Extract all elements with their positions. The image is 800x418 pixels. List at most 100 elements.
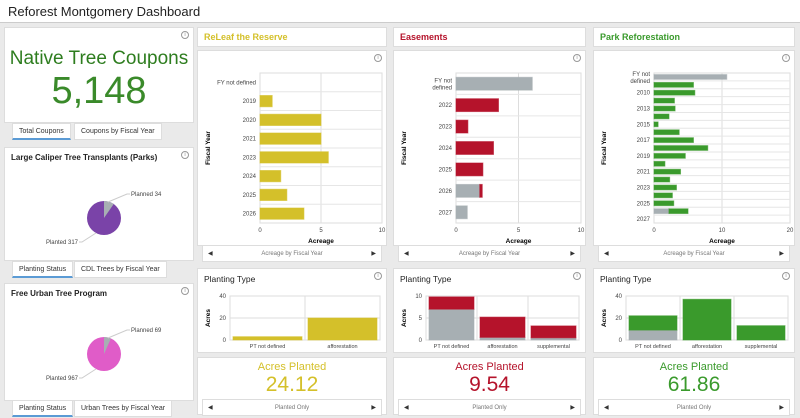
y-tick-label: 40 [219,294,226,300]
bar [307,317,378,341]
next-arrow-icon[interactable]: ▶ [570,251,575,257]
acres-nav-label: Planted Only [676,405,712,411]
park-fiscal-year-panel: i 0 10 20 FY not defined 2010 2013 2015 2017 2019 2… [593,50,795,246]
releaf-fiscal-year-panel: i 0 5 10 FY not defined 2019 2020 2021 2023 2024 2… [197,50,387,246]
x-axis-title: Acreage [506,238,532,245]
prev-arrow-icon[interactable]: ◀ [404,251,409,257]
next-arrow-icon[interactable]: ▶ [371,251,376,257]
easements-chart-nav: ◀ Acreage by Fiscal Year ▶ [398,245,581,262]
acres-value: 24.12 [265,373,319,396]
bar [530,325,577,339]
tick-line: FY not [434,79,452,85]
y-tick-label: 2020 [243,118,257,124]
tab-cdl-trees-by-fiscal-year[interactable]: CDL Trees by Fiscal Year [74,261,167,278]
dashboard-title: Reforest Montgomery Dashboard [0,0,800,23]
y-tick-label: 2023 [243,155,257,161]
tab-planting-status[interactable]: Planting Status [12,400,74,417]
prev-arrow-icon[interactable]: ◀ [604,251,609,257]
bar [653,160,666,167]
tab-urban-trees-by-fiscal-year[interactable]: Urban Trees by Fiscal Year [74,400,173,417]
bar [259,113,322,126]
bar [653,129,680,136]
next-arrow-icon[interactable]: ▶ [371,405,376,411]
y-tick-label: 2022 [439,103,453,109]
info-icon[interactable]: i [374,54,382,62]
park-chart-nav: ◀ Acreage by Fiscal Year ▶ [598,245,790,262]
info-icon[interactable]: i [782,272,790,280]
y-tick-label: 0 [223,338,227,344]
bar [455,183,481,198]
y-tick-label: 2015 [637,122,651,128]
info-icon[interactable]: i [782,54,790,62]
next-arrow-icon[interactable]: ▶ [779,405,784,411]
bar [259,207,305,220]
y-tick-label: 0 [619,338,623,344]
planted-label: Planted 967 [46,376,79,382]
planting-type-title: Planting Type [204,274,256,284]
prev-arrow-icon[interactable]: ◀ [604,405,609,411]
bar [259,188,288,201]
y-tick-label: 10 [415,294,422,300]
planned-label: Planned 34 [131,192,162,198]
coupons-value: 5,148 [51,70,147,112]
bar [653,153,686,159]
bar [259,151,329,164]
x-tick-label: 10 [379,228,386,234]
bar [455,98,499,113]
x-tick-label: 0 [652,228,656,234]
bar [232,336,303,341]
park-acreage-by-fiscal-year-chart: 0 10 20 FY not defined 2010 2013 2015 2017 2019 20… [601,72,794,245]
info-icon[interactable]: i [181,287,189,295]
tab-total-coupons[interactable]: Total Coupons [12,123,71,140]
next-arrow-icon[interactable]: ▶ [570,405,575,411]
y-axis-title: Fiscal Year [601,131,608,165]
y-tick-label: 2025 [243,193,257,199]
leader-line [79,368,97,379]
y-tick-label: 2023 [637,185,651,191]
prev-arrow-icon[interactable]: ◀ [404,405,409,411]
acres-nav-label: Planted Only [274,405,310,411]
prev-arrow-icon[interactable]: ◀ [208,251,213,257]
bar [653,81,694,88]
releaf-planting-type-chart: 0 20 40 PT not defined afforestation Acres [205,294,381,350]
tick-line: defined [630,79,650,85]
planting-type-title: Planting Type [600,274,652,284]
y-tick-label: 2019 [637,154,651,160]
easements-header: Easements [393,27,586,47]
info-icon[interactable]: i [374,272,382,280]
caliper-pie-chart: Planned 34 Planted 317 [46,192,162,246]
bar [653,192,673,199]
y-tick-label: 20 [615,316,622,322]
y-tick-label: 2026 [243,212,257,218]
y-tick-label: 2027 [637,217,651,223]
leader-line [107,193,130,203]
y-tick-label: 2021 [637,170,651,176]
caliper-panel: Large Caliper Tree Transplants (Parks) i… [4,147,194,261]
caliper-title: Large Caliper Tree Transplants (Parks) [11,153,158,162]
prev-arrow-icon[interactable]: ◀ [208,405,213,411]
tab-planting-status[interactable]: Planting Status [12,261,74,278]
park-header: Park Reforestation [593,27,795,47]
info-icon[interactable]: i [181,151,189,159]
y-tick-label: 2024 [243,174,257,180]
y-tick-label: 2025 [637,201,651,207]
park-planting-type-panel: Planting Type i 0 20 40 PT not defined affores… [593,268,795,353]
y-tick-label: 40 [615,294,622,300]
acres-value: 9.54 [469,373,510,396]
x-tick-label: PT not defined [434,344,470,350]
y-tick-label: 2017 [637,138,651,144]
info-icon[interactable]: i [573,54,581,62]
y-tick-label: FY not defined [432,79,452,92]
tick-line: defined [432,86,452,92]
x-tick-label: 0 [454,228,458,234]
info-icon[interactable]: i [181,31,189,39]
info-icon[interactable]: i [573,272,581,280]
acres-title: Acres Planted [659,361,729,373]
y-tick-label: 2019 [243,99,257,105]
chart-nav-label: Acreage by Fiscal Year [458,251,521,257]
y-axis-title: Fiscal Year [401,131,408,165]
next-arrow-icon[interactable]: ▶ [779,251,784,257]
planted-label: Planted 317 [46,240,79,246]
bar [653,200,675,207]
tab-coupons-by-fiscal-year[interactable]: Coupons by Fiscal Year [74,123,162,140]
